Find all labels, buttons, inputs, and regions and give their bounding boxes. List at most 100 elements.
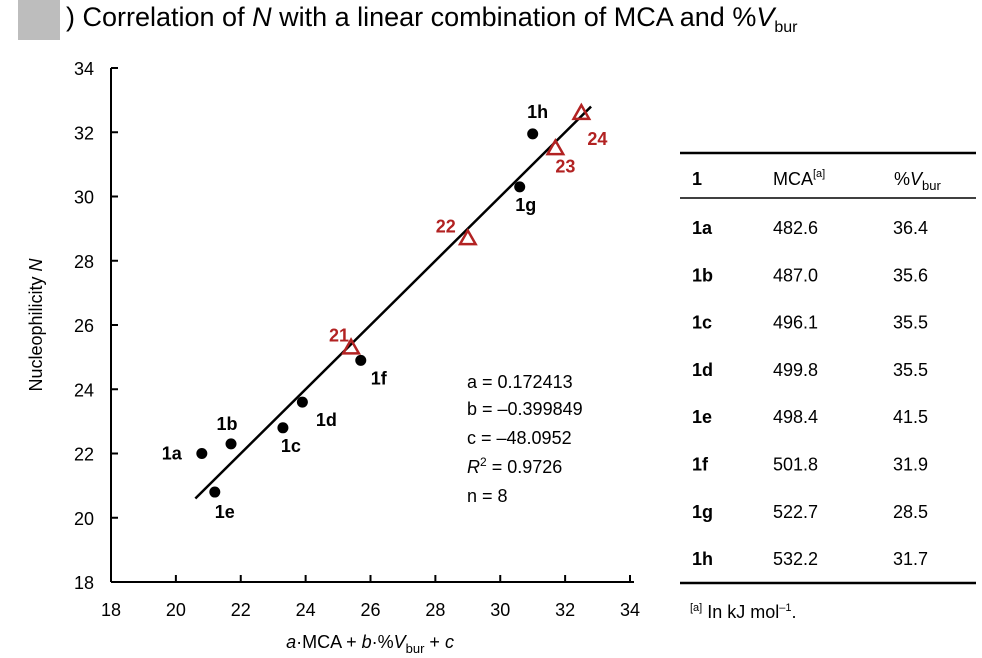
footnote-text: In kJ mol [702,602,779,622]
x-axis-mid2: ·% [372,632,394,652]
y-tick-label: 34 [74,59,94,79]
table-header-mca: MCA[a] [773,168,825,189]
point-label-1f: 1f [371,368,388,388]
x-axis-v: V [394,632,408,652]
y-tick-label: 30 [74,188,94,208]
x-ticks: 18 20 22 24 26 28 30 32 34 [101,575,640,620]
table-cell-compound: 1a [692,218,713,238]
x-tick-label: 22 [231,600,251,620]
y-ticks: 18 20 22 24 26 28 30 32 34 [74,59,118,593]
point-1d [296,396,308,408]
y-tick-label: 28 [74,252,94,272]
x-tick-label: 30 [490,600,510,620]
point-label-1g: 1g [515,195,536,215]
y-axis-title-text: Nucleophilicity [26,271,46,391]
y-tick-label: 24 [74,380,94,400]
table-cell-vbur: 35.6 [893,265,928,285]
point-21 [341,337,361,355]
header-vbur-sub: bur [922,178,941,193]
y-axis-title: Nucleophilicity N [26,257,46,391]
point-1g [514,181,526,193]
x-axis-mid1: ·MCA + [296,632,362,652]
point-1c [277,422,289,434]
chart-title: ) Correlation of N with a linear combina… [66,0,797,45]
data-points: 1a 1b 1c 1d 1e 1f 1g 1h 21 22 23 24 [162,102,608,522]
table-cell-vbur: 28.5 [893,502,928,522]
param-r2: R2 = 0.9726 [467,455,562,477]
header-mca-text: MCA [773,169,813,189]
title-prefix: ) Correlation of [66,2,253,32]
point-1b [225,438,237,450]
r2-exponent: 2 [480,455,487,469]
point-label-1h: 1h [527,102,548,122]
x-tick-label: 34 [620,600,640,620]
y-tick-label: 26 [74,316,94,336]
point-label-1e: 1e [215,502,235,522]
regression-line [194,105,592,500]
point-1e [209,486,221,498]
point-22 [457,227,478,246]
table-cell-mca: 496.1 [773,313,818,333]
title-var: N [252,2,272,32]
table-cell-mca: 498.4 [773,407,818,427]
point-label-24: 24 [587,129,607,149]
title-vsym: V [756,2,775,32]
point-label-21: 21 [329,325,349,345]
table-cell-vbur: 31.7 [893,549,928,569]
x-axis-b: b [362,632,372,652]
y-tick-label: 20 [74,509,94,529]
x-axis-end: + [424,632,445,652]
x-tick-label: 28 [425,600,445,620]
point-label-22: 22 [436,216,456,236]
param-n: n = 8 [467,486,508,506]
point-1h [527,128,539,140]
header-mca-sup: [a] [813,168,825,180]
table-cell-mca: 501.8 [773,455,818,475]
x-axis-c: c [445,632,454,652]
x-axis-title: a·MCA + b·%Vbur + c [286,632,454,656]
point-1f [355,354,367,366]
table-header-vbur: %Vbur [894,169,941,193]
table-cell-mca: 522.7 [773,502,818,522]
y-axis-title-var: N [26,257,46,271]
title-vsub: bur [774,19,798,36]
table-cell-compound: 1d [692,360,713,380]
x-tick-label: 26 [360,600,380,620]
table-cell-mca: 532.2 [773,549,818,569]
table-cell-vbur: 31.9 [893,455,928,475]
param-c: c = –48.0952 [467,428,572,448]
footnote-end: . [792,602,797,622]
x-tick-label: 32 [555,600,575,620]
x-tick-label: 24 [296,600,316,620]
y-tick-label: 22 [74,445,94,465]
table-cell-compound: 1b [692,265,713,285]
r2-symbol: R [467,457,480,477]
footnote-mark: [a] [690,602,702,614]
point-label-1d: 1d [316,410,337,430]
table-cell-mca: 499.8 [773,360,818,380]
table-cell-vbur: 35.5 [893,360,928,380]
table-cell-compound: 1g [692,502,713,522]
table-cell-compound: 1h [692,549,713,569]
point-23 [545,137,566,156]
param-a: a = 0.172413 [467,372,573,392]
header-vbur-pct: % [894,169,910,189]
figure-title-bar: ) Correlation of N with a linear combina… [0,0,982,44]
x-tick-label: 18 [101,600,121,620]
y-tick-label: 18 [74,573,94,593]
header-vbur-v: V [910,169,924,189]
table-cell-compound: 1c [692,313,712,333]
x-tick-label: 20 [166,600,186,620]
table-cell-mca: 482.6 [773,218,818,238]
r2-value: = 0.9726 [487,457,563,477]
point-24 [571,102,592,121]
x-axis-a: a [286,632,296,652]
plot-axes: 18 20 22 24 26 28 30 32 34 18 20 22 24 26 28 30 32 34 [74,59,640,620]
table-cell-compound: 1e [692,407,712,427]
x-axis-sub: bur [406,641,425,656]
table-body: 1a 482.6 36.4 1b 487.0 35.6 1c 496.1 35.5 1d 499.8… [692,218,928,569]
panel-label-box [18,0,60,40]
point-label-1c: 1c [281,436,301,456]
fit-parameters: a = 0.172413 b = –0.399849 c = –48.0952 … [467,372,583,506]
